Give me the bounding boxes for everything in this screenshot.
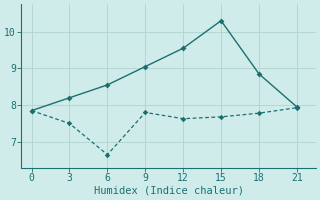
X-axis label: Humidex (Indice chaleur): Humidex (Indice chaleur) (94, 186, 244, 196)
